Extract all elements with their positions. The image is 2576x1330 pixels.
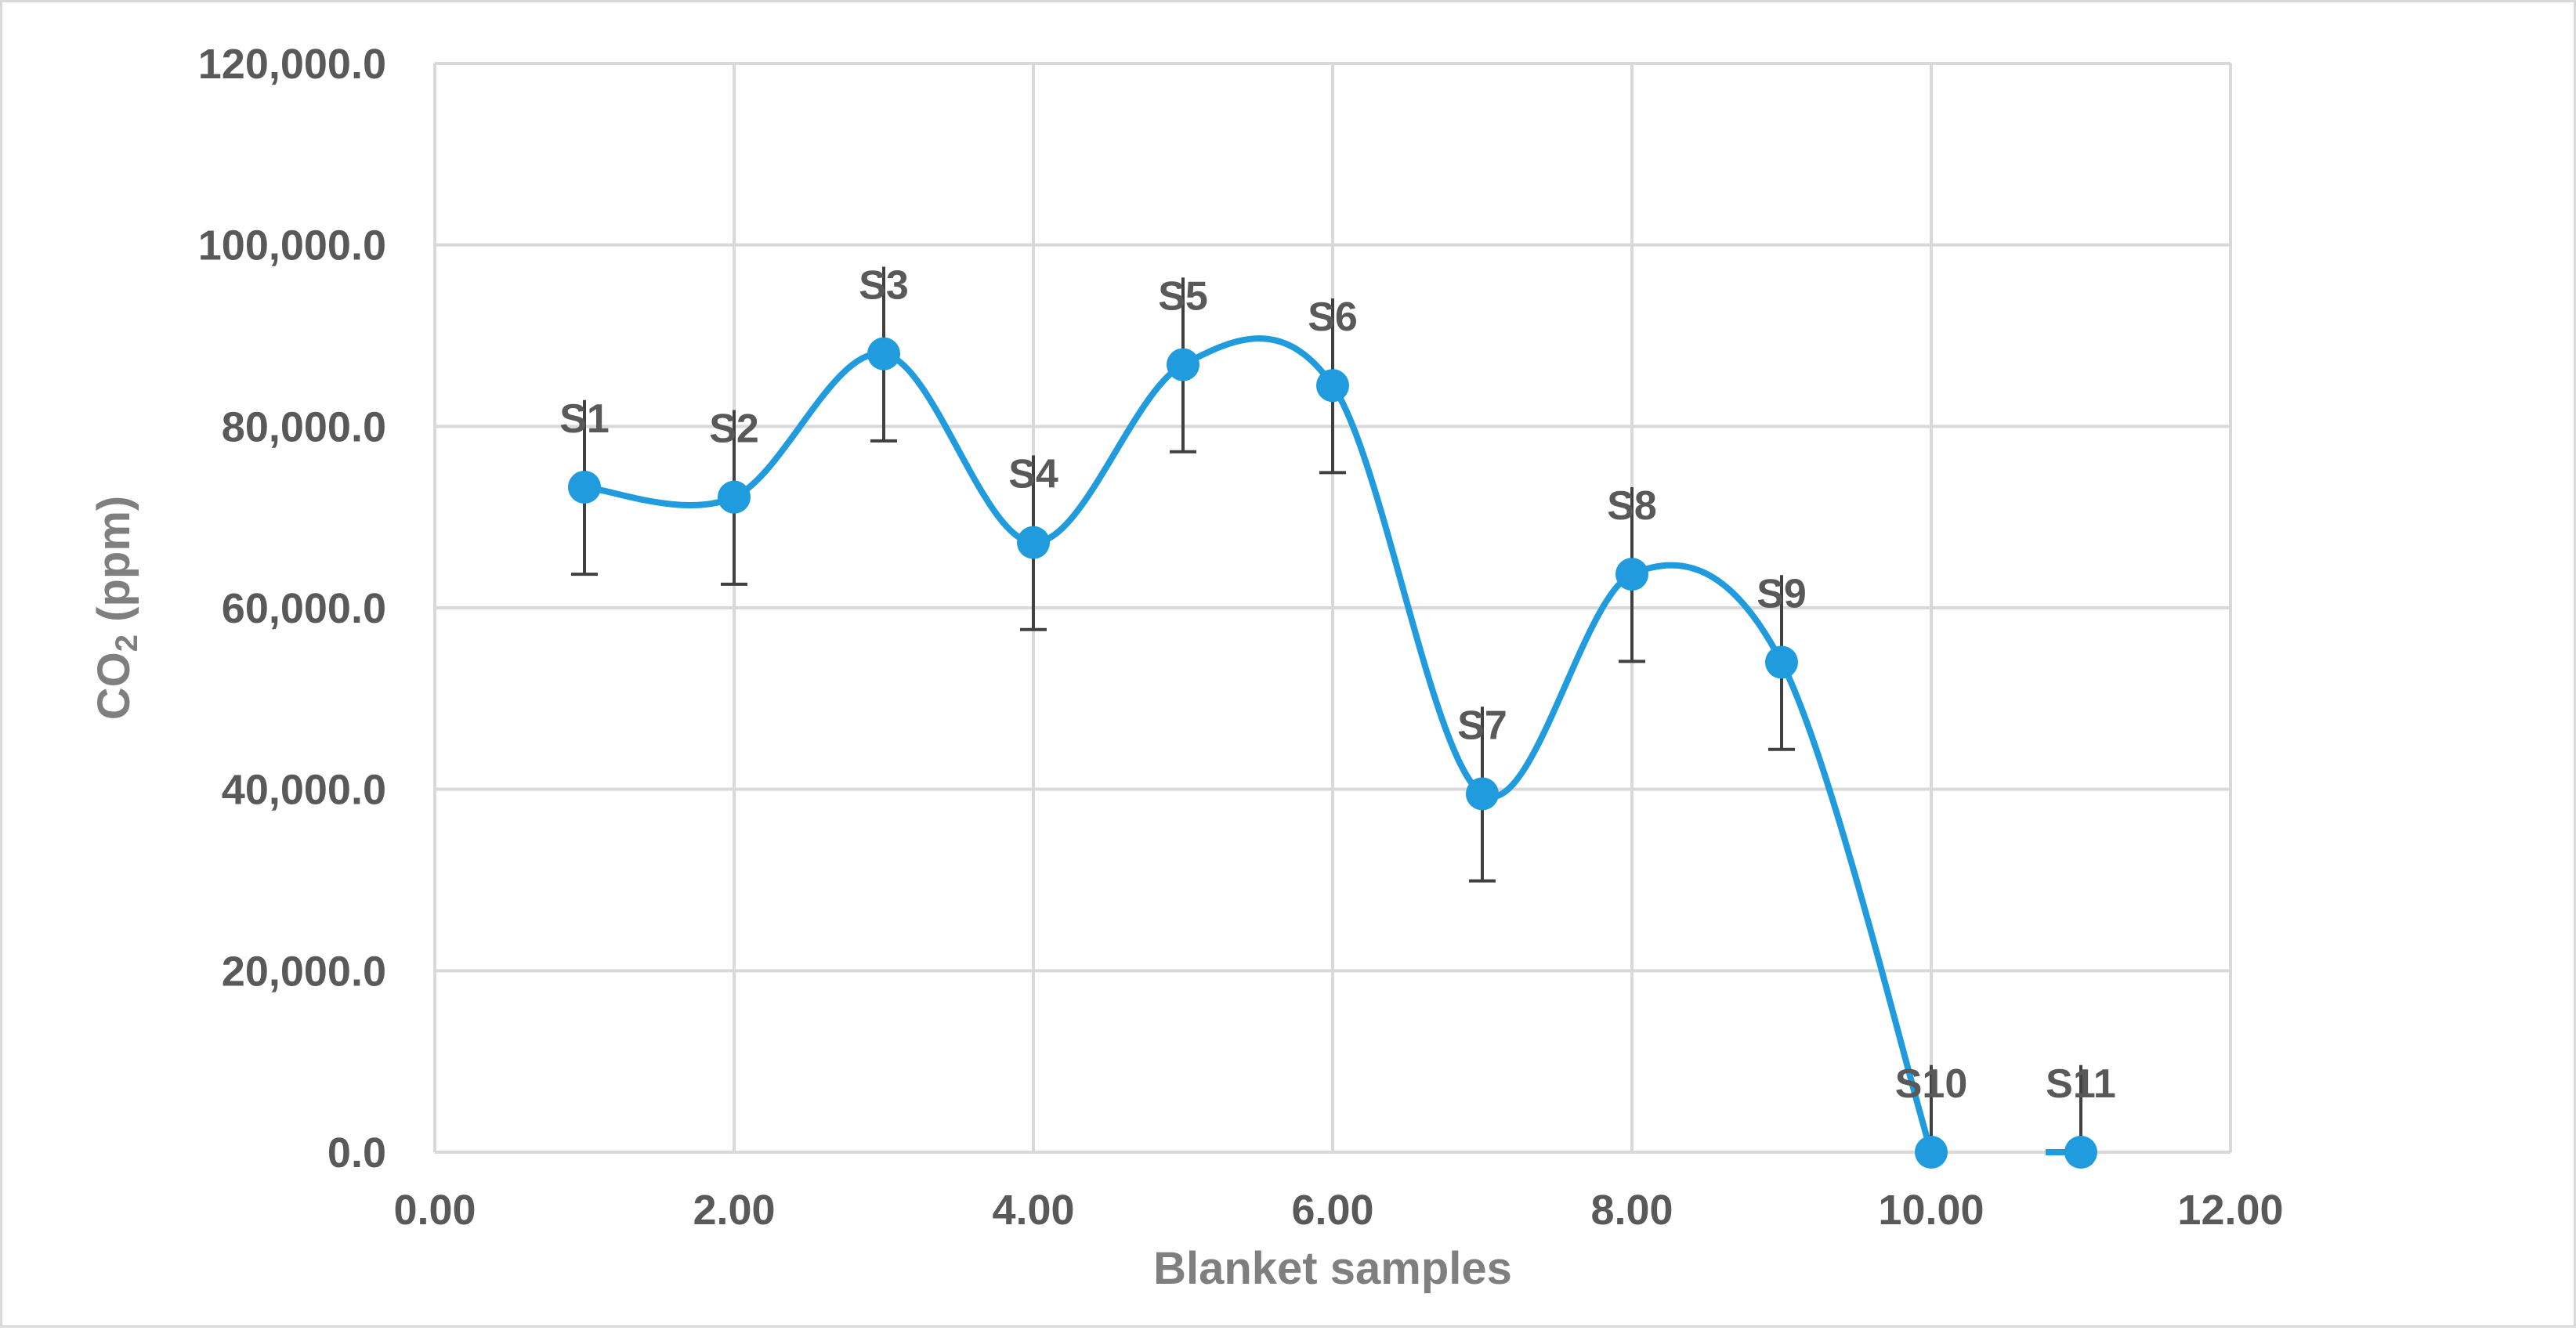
data-point-label: S6	[1308, 295, 1358, 340]
data-point-label: S9	[1757, 572, 1807, 617]
data-point-label: S3	[859, 263, 909, 309]
y-tick-label: 60,000.0	[222, 585, 386, 632]
y-tick-label: 120,000.0	[198, 41, 386, 88]
data-point-label: S5	[1158, 274, 1208, 320]
data-point-marker	[2064, 1136, 2097, 1169]
y-tick-label: 20,000.0	[222, 948, 386, 995]
data-point-label: S10	[1895, 1061, 1968, 1107]
x-tick-label: 10.00	[1878, 1187, 1984, 1234]
gridlines	[433, 62, 2232, 1154]
x-axis-title: Blanket samples	[1153, 1243, 1512, 1294]
y-axis-title: CO2 (ppm)	[89, 496, 144, 720]
data-point-label: S7	[1457, 703, 1507, 748]
x-tick-label: 2.00	[693, 1187, 775, 1234]
data-point-marker	[1765, 645, 1798, 679]
y-axis-title-suffix: (ppm)	[89, 496, 139, 634]
data-markers	[568, 337, 2097, 1169]
data-point-label: S1	[559, 396, 610, 442]
data-point-label: S8	[1607, 483, 1657, 529]
series-line	[584, 335, 1934, 1154]
data-point-label: S4	[1008, 452, 1058, 497]
x-tick-label: 8.00	[1590, 1187, 1673, 1234]
data-point-marker	[718, 480, 751, 514]
data-point-label: S2	[709, 407, 759, 452]
data-point-marker	[1915, 1136, 1948, 1169]
data-point-marker	[1466, 777, 1499, 811]
data-point-label: S11	[2046, 1061, 2116, 1107]
data-point-marker	[1316, 369, 1349, 403]
y-axis-title-subscript: 2	[110, 634, 144, 652]
data-point-marker	[568, 470, 601, 504]
y-tick-label: 100,000.0	[198, 222, 386, 269]
x-axis-ticks: 0.00 2.00 4.00 6.00 8.00 10.00 12.00	[393, 1187, 2283, 1234]
y-tick-label: 0.0	[327, 1129, 386, 1176]
y-axis-title-prefix: CO	[89, 652, 139, 720]
y-axis-ticks: 0.0 20,000.0 40,000.0 60,000.0 80,000.0 100,0…	[198, 41, 386, 1176]
point-labels: S1 S2 S3 S4 S5 S6 S7 S8 S9 S10 S11	[559, 263, 2116, 1107]
x-tick-label: 0.00	[393, 1187, 476, 1234]
x-tick-label: 6.00	[1291, 1187, 1373, 1234]
data-point-marker	[867, 337, 900, 370]
x-tick-label: 4.00	[992, 1187, 1074, 1234]
x-tick-label: 12.00	[2177, 1187, 2283, 1234]
data-point-marker	[1615, 558, 1648, 591]
data-point-marker	[1167, 348, 1199, 381]
y-tick-label: 40,000.0	[222, 767, 386, 814]
data-point-marker	[1017, 526, 1050, 559]
y-tick-label: 80,000.0	[222, 403, 386, 450]
